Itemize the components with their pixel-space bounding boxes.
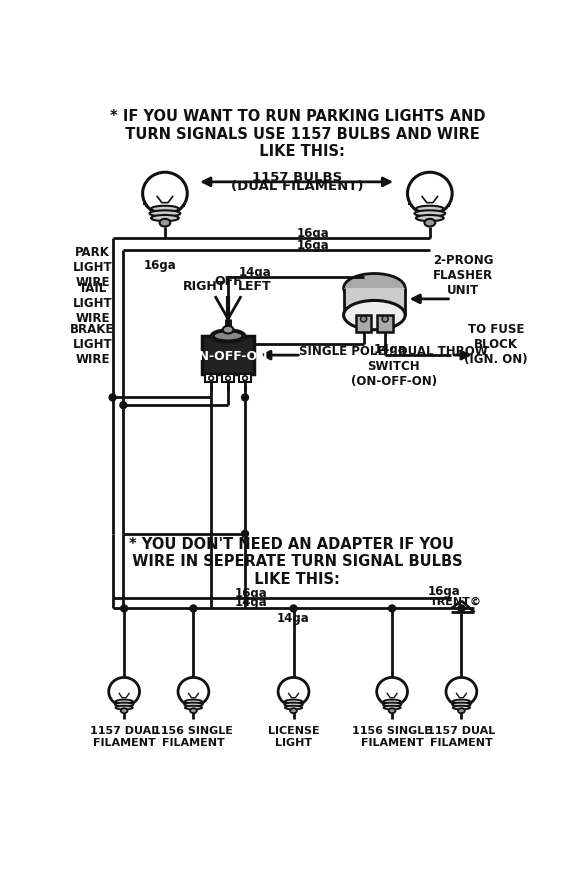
Ellipse shape [116, 706, 132, 710]
Circle shape [190, 605, 197, 612]
Ellipse shape [446, 678, 477, 706]
Ellipse shape [185, 700, 202, 704]
Text: RIGHT: RIGHT [183, 280, 227, 293]
Circle shape [242, 394, 249, 401]
Text: 1157 DUAL
FILAMENT: 1157 DUAL FILAMENT [427, 726, 496, 747]
Ellipse shape [178, 678, 209, 706]
Ellipse shape [116, 700, 132, 704]
Ellipse shape [343, 274, 405, 303]
Ellipse shape [453, 700, 470, 704]
Text: PARK
LIGHT
WIRE: PARK LIGHT WIRE [73, 246, 112, 289]
Bar [343, 289, 405, 316]
Text: 14ga: 14ga [235, 595, 268, 608]
Bar [378, 316, 393, 333]
Text: TRENT©: TRENT© [430, 596, 482, 606]
Ellipse shape [425, 220, 435, 227]
Ellipse shape [458, 708, 465, 713]
Ellipse shape [389, 708, 396, 713]
Text: 1157 BULBS: 1157 BULBS [252, 171, 343, 184]
Text: BRAKE
LIGHT
WIRE: BRAKE LIGHT WIRE [70, 323, 114, 366]
Ellipse shape [376, 678, 407, 706]
Text: TAIL
LIGHT
WIRE: TAIL LIGHT WIRE [73, 282, 112, 325]
Ellipse shape [185, 706, 202, 710]
Bar [202, 336, 254, 375]
Bar [239, 375, 251, 383]
Ellipse shape [414, 211, 445, 217]
Text: 16ga: 16ga [235, 586, 268, 599]
Text: SINGLE POLE / DUAL THROW
SWITCH
(ON-OFF-ON): SINGLE POLE / DUAL THROW SWITCH (ON-OFF-… [299, 344, 488, 387]
Ellipse shape [290, 708, 297, 713]
Ellipse shape [115, 703, 134, 706]
Ellipse shape [211, 330, 245, 342]
Circle shape [458, 605, 465, 612]
Ellipse shape [383, 703, 401, 706]
Text: 16ga: 16ga [296, 227, 329, 240]
Bar [205, 375, 217, 383]
Circle shape [121, 605, 128, 612]
Ellipse shape [452, 703, 471, 706]
Ellipse shape [407, 173, 452, 215]
Ellipse shape [223, 326, 234, 334]
Circle shape [382, 316, 388, 323]
Text: 1156 SINGLE
FILAMENT: 1156 SINGLE FILAMENT [352, 726, 432, 747]
Text: 2-PRONG
FLASHER
UNIT: 2-PRONG FLASHER UNIT [433, 254, 493, 297]
Bar [356, 316, 371, 333]
Text: * YOU DON'T NEED AN ADAPTER IF YOU
  WIRE IN SEPERATE TURN SIGNAL BULBS
  LIKE T: * YOU DON'T NEED AN ADAPTER IF YOU WIRE … [121, 536, 462, 586]
Ellipse shape [416, 207, 444, 213]
Ellipse shape [285, 706, 302, 710]
Ellipse shape [453, 706, 470, 710]
Text: 1157 DUAL
FILAMENT: 1157 DUAL FILAMENT [90, 726, 158, 747]
Text: 14ga: 14ga [239, 266, 271, 279]
Ellipse shape [284, 703, 303, 706]
Text: OFF: OFF [214, 274, 242, 288]
Circle shape [389, 605, 396, 612]
Ellipse shape [160, 220, 170, 227]
Text: 14ga: 14ga [277, 611, 310, 625]
Circle shape [109, 394, 116, 401]
Circle shape [226, 376, 231, 381]
Ellipse shape [151, 207, 179, 213]
Text: LEFT: LEFT [238, 280, 271, 293]
Circle shape [209, 376, 213, 381]
Text: LICENSE
LIGHT: LICENSE LIGHT [268, 726, 320, 747]
Text: 1156 SINGLE
FILAMENT: 1156 SINGLE FILAMENT [153, 726, 234, 747]
Circle shape [361, 316, 367, 323]
Ellipse shape [213, 332, 243, 342]
Ellipse shape [121, 708, 127, 713]
Ellipse shape [184, 703, 203, 706]
Ellipse shape [149, 211, 180, 217]
Circle shape [242, 531, 249, 537]
Text: (DUAL FILAMENT): (DUAL FILAMENT) [231, 180, 364, 193]
Ellipse shape [383, 700, 401, 704]
Text: TO FUSE
BLOCK
(IGN. ON): TO FUSE BLOCK (IGN. ON) [464, 323, 528, 366]
Bar [222, 375, 234, 383]
Text: * IF YOU WANT TO RUN PARKING LIGHTS AND
  TURN SIGNALS USE 1157 BULBS AND WIRE
 : * IF YOU WANT TO RUN PARKING LIGHTS AND … [110, 109, 485, 159]
Circle shape [243, 376, 248, 381]
Text: 16ga: 16ga [296, 239, 329, 251]
Text: 16ga: 16ga [427, 585, 460, 597]
Ellipse shape [190, 708, 197, 713]
Ellipse shape [343, 301, 405, 330]
Circle shape [290, 605, 297, 612]
Circle shape [120, 402, 127, 409]
Ellipse shape [285, 700, 302, 704]
Ellipse shape [278, 678, 309, 706]
Ellipse shape [151, 215, 179, 222]
Ellipse shape [416, 215, 444, 222]
Ellipse shape [383, 706, 401, 710]
Text: 16ga: 16ga [144, 258, 176, 272]
Text: ON-OFF-ON: ON-OFF-ON [188, 350, 268, 362]
Ellipse shape [109, 678, 139, 706]
Text: 14ga: 14ga [374, 343, 406, 356]
Ellipse shape [142, 173, 187, 215]
